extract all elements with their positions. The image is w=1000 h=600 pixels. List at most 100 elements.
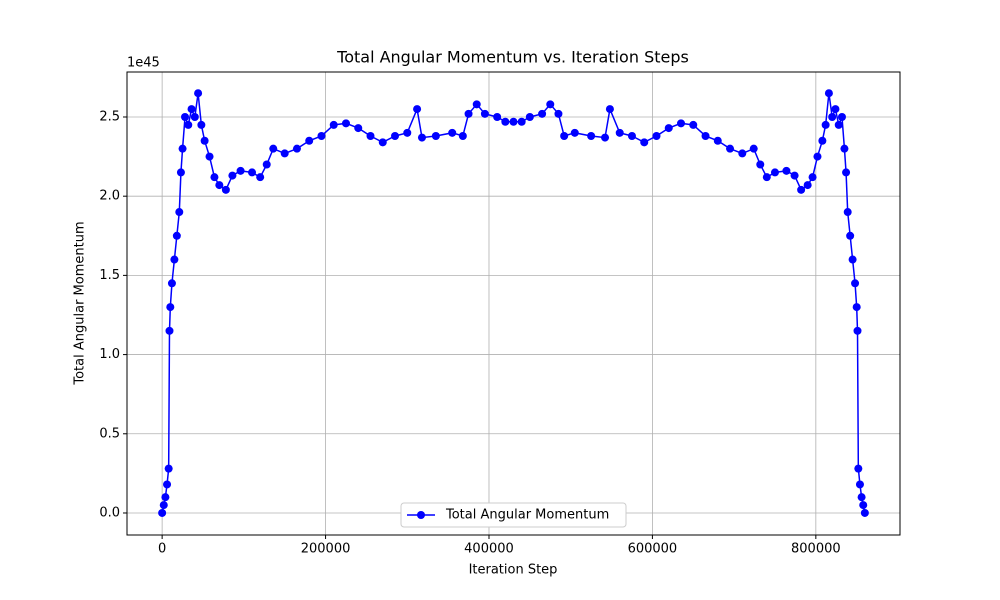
point (329, 120, 338, 129)
point (262, 160, 271, 169)
point (248, 168, 257, 177)
point (857, 493, 866, 502)
point (726, 144, 735, 153)
point (605, 105, 614, 114)
point (448, 128, 457, 137)
point (842, 168, 851, 177)
point (166, 303, 175, 312)
point (738, 149, 747, 158)
point (175, 208, 184, 217)
point (228, 171, 237, 180)
point (493, 112, 502, 121)
point (187, 105, 196, 114)
point (689, 120, 698, 129)
y-tick-label: 2.0 (99, 189, 120, 204)
point (391, 131, 400, 140)
point (848, 255, 857, 264)
point (205, 152, 214, 161)
point (158, 508, 167, 517)
point (269, 144, 278, 153)
point (215, 181, 224, 190)
point (538, 109, 547, 118)
point (517, 117, 526, 126)
point (509, 117, 518, 126)
point (749, 144, 758, 153)
point (860, 508, 869, 517)
legend-label: Total Angular Momentum (445, 508, 609, 523)
point (762, 173, 771, 182)
point (546, 100, 555, 109)
point (181, 112, 190, 121)
x-axis-label: Iteration Step (469, 563, 558, 578)
point (464, 109, 473, 118)
point (194, 89, 203, 98)
point (790, 171, 799, 180)
point (197, 120, 206, 129)
point (677, 119, 686, 128)
point (165, 326, 174, 335)
point (851, 279, 860, 288)
y-tick-label: 1.0 (99, 347, 120, 362)
point (713, 136, 722, 145)
point (164, 464, 173, 473)
point (317, 131, 326, 140)
point (756, 160, 765, 169)
point (821, 120, 830, 129)
point (525, 112, 534, 121)
point (501, 117, 510, 126)
point (163, 480, 172, 489)
point (554, 109, 563, 118)
point (782, 166, 791, 175)
point (341, 119, 350, 128)
point (837, 112, 846, 121)
point (627, 131, 636, 140)
point (472, 100, 481, 109)
point (176, 168, 185, 177)
point (701, 131, 710, 140)
point (378, 138, 387, 147)
y-offset-label: 1e45 (127, 56, 160, 71)
point (305, 136, 314, 145)
point (172, 231, 181, 240)
x-tick-label: 400000 (464, 542, 514, 557)
point (256, 173, 265, 182)
point (280, 149, 289, 158)
chart-title: Total Angular Momentum vs. Iteration Ste… (336, 48, 689, 67)
point (480, 109, 489, 118)
point (854, 464, 863, 473)
legend-box (400, 502, 627, 528)
point (828, 112, 837, 121)
point (824, 89, 833, 98)
point (190, 112, 199, 121)
x-tick-label: 200000 (301, 542, 351, 557)
y-tick-label: 0.5 (99, 426, 120, 441)
point (161, 493, 170, 502)
point (831, 105, 840, 114)
point (292, 144, 301, 153)
point (813, 152, 822, 161)
point (803, 181, 812, 190)
y-tick-label: 2.5 (99, 109, 120, 124)
point (413, 105, 422, 114)
point (431, 131, 440, 140)
point (843, 208, 852, 217)
point (200, 136, 209, 145)
point (834, 120, 843, 129)
point (170, 255, 179, 264)
point (852, 303, 861, 312)
point (859, 501, 868, 510)
point (587, 131, 596, 140)
plot-frame (126, 71, 901, 536)
point (178, 144, 187, 153)
point (570, 128, 579, 137)
point (652, 131, 661, 140)
point (640, 138, 649, 147)
point (770, 168, 779, 177)
point (184, 120, 193, 129)
point (853, 326, 862, 335)
point (855, 480, 864, 489)
point (221, 185, 230, 194)
point (236, 166, 245, 175)
point (797, 185, 806, 194)
